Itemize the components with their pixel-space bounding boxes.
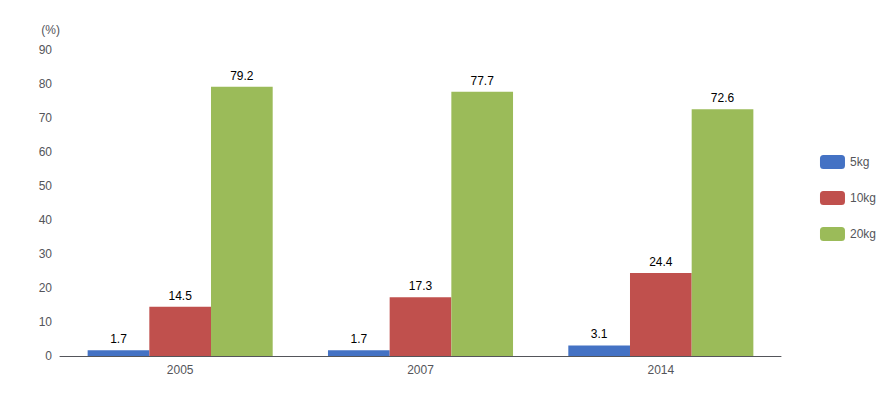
svg-text:2005: 2005 xyxy=(167,363,194,377)
svg-text:40: 40 xyxy=(39,213,53,227)
svg-text:2007: 2007 xyxy=(407,363,434,377)
svg-text:2014: 2014 xyxy=(647,363,674,377)
svg-text:3.1: 3.1 xyxy=(591,327,608,341)
svg-text:70: 70 xyxy=(39,111,53,125)
svg-text:60: 60 xyxy=(39,145,53,159)
svg-text:72.6: 72.6 xyxy=(711,91,735,105)
svg-text:79.2: 79.2 xyxy=(230,69,254,83)
svg-text:80: 80 xyxy=(39,77,53,91)
svg-text:1.7: 1.7 xyxy=(350,332,367,346)
svg-text:10kg: 10kg xyxy=(850,191,876,205)
svg-text:17.3: 17.3 xyxy=(409,279,433,293)
svg-text:(%): (%) xyxy=(41,23,60,37)
svg-text:10: 10 xyxy=(39,315,53,329)
svg-text:30: 30 xyxy=(39,247,53,261)
svg-text:50: 50 xyxy=(39,179,53,193)
svg-text:77.7: 77.7 xyxy=(471,74,495,88)
svg-text:90: 90 xyxy=(39,43,53,57)
svg-text:0: 0 xyxy=(45,349,52,363)
svg-text:24.4: 24.4 xyxy=(649,255,673,269)
svg-text:1.7: 1.7 xyxy=(110,332,127,346)
svg-text:20: 20 xyxy=(39,281,53,295)
svg-text:5kg: 5kg xyxy=(850,155,869,169)
svg-text:20kg: 20kg xyxy=(850,227,876,241)
svg-text:14.5: 14.5 xyxy=(168,289,192,303)
